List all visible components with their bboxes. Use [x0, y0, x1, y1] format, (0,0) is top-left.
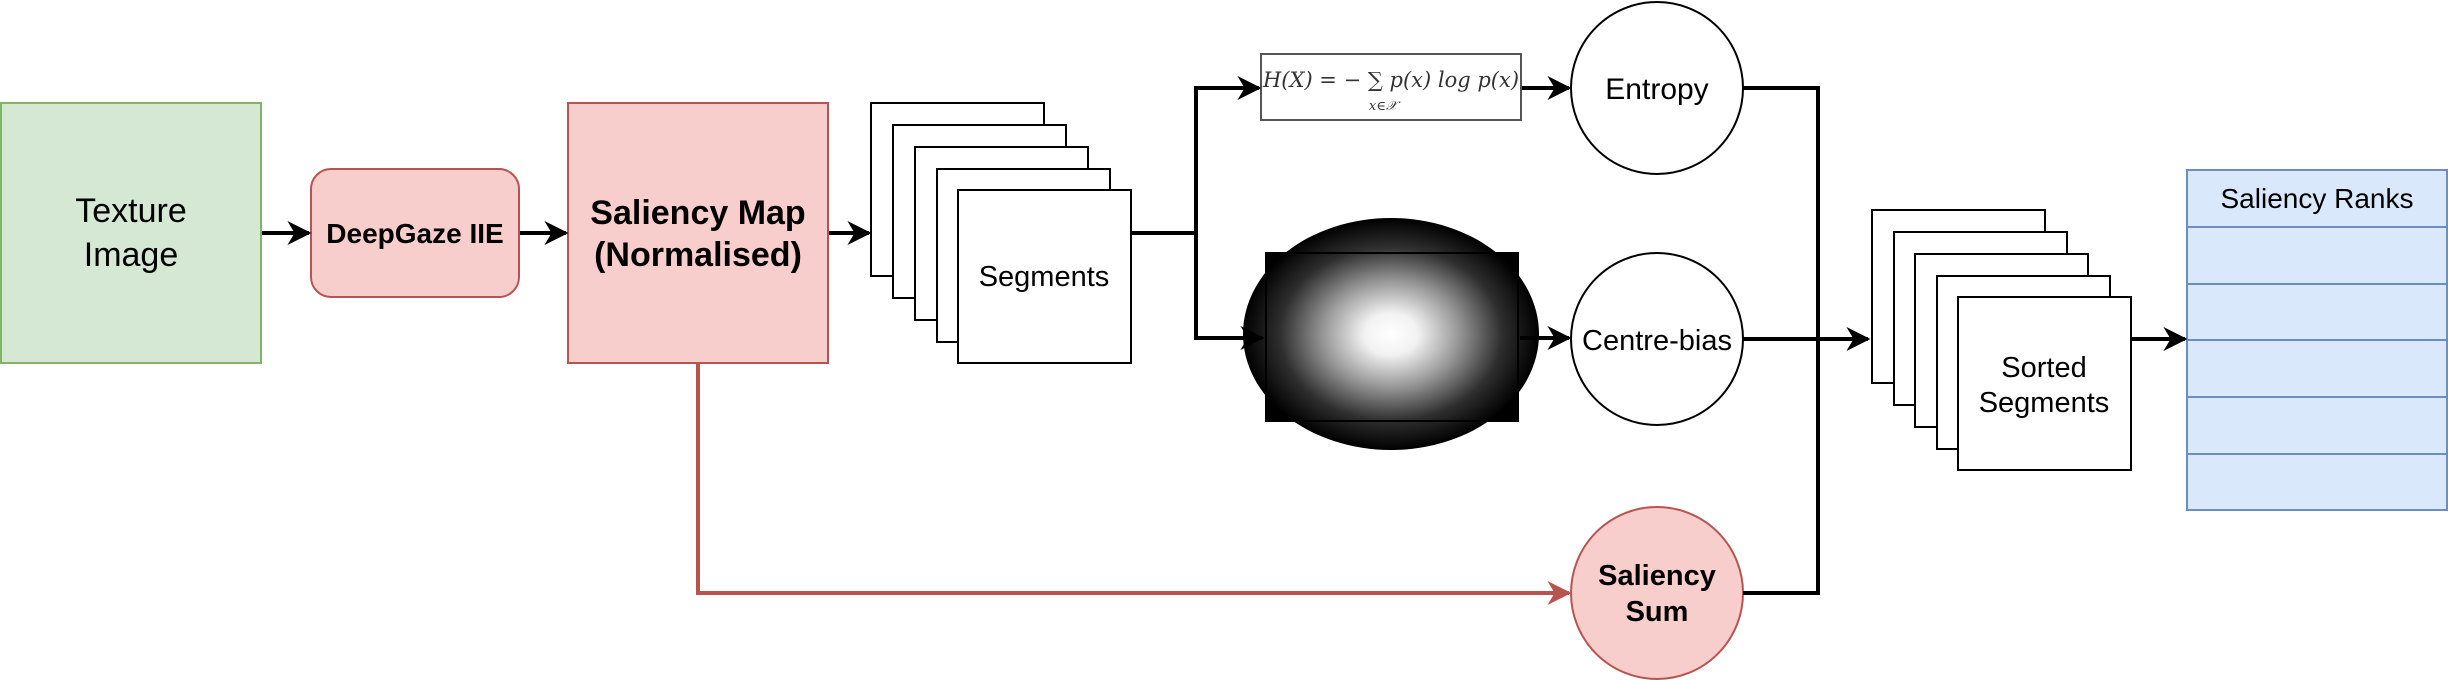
- saliency-sum-node: Saliency Sum: [1570, 506, 1744, 680]
- entropy-node: Entropy: [1570, 1, 1744, 175]
- sorted-segments-label-line2: Segments: [1979, 387, 2110, 419]
- gaussian-blob-image: [1243, 218, 1539, 450]
- texture-image-node: Texture Image: [0, 102, 262, 364]
- texture-image-label-line1: Texture: [75, 192, 187, 230]
- saliency-ranks-header: Saliency Ranks: [2221, 183, 2414, 214]
- deepgaze-node: DeepGaze IIE: [310, 168, 520, 298]
- segments-label: Segments: [979, 261, 1110, 293]
- entropy-formula-text: H(X) = − ∑ p(x) log p(x): [1262, 68, 1519, 92]
- centre-bias-image: [1243, 218, 1539, 450]
- saliency-sum-label-line1: Saliency: [1598, 560, 1716, 592]
- segments-stack: Segments: [870, 102, 1132, 364]
- entropy-label: Entropy: [1605, 73, 1708, 106]
- saliency-sum-label-line2: Sum: [1626, 596, 1689, 628]
- edge-segments-to-formula: [1132, 76, 1262, 235]
- connectors: [262, 76, 2188, 595]
- entropy-formula-subscript: x∈𝒳: [1369, 99, 1401, 114]
- sorted-segments-label-line1: Sorted: [2001, 352, 2086, 384]
- sorted-segments-stack: Sorted Segments: [1871, 209, 2132, 471]
- saliency-ranks-table: Saliency Ranks: [2186, 169, 2448, 511]
- centre-bias-label: Centre-bias: [1582, 325, 1732, 357]
- saliency-map-label-line1: Saliency Map: [590, 194, 805, 232]
- saliency-map-label-line2: (Normalised): [594, 236, 802, 274]
- deepgaze-label: DeepGaze IIE: [326, 218, 503, 249]
- edge-saliency-map-to-sum: [696, 363, 1572, 605]
- centre-bias-node: Centre-bias: [1570, 252, 1744, 426]
- edge-segments-to-centre-image: [1194, 233, 1265, 350]
- entropy-formula-box: H(X) = − ∑ p(x) log p(x) x∈𝒳: [1260, 53, 1522, 121]
- texture-image-label-line2: Image: [84, 236, 179, 274]
- saliency-map-node: Saliency Map (Normalised): [567, 102, 829, 364]
